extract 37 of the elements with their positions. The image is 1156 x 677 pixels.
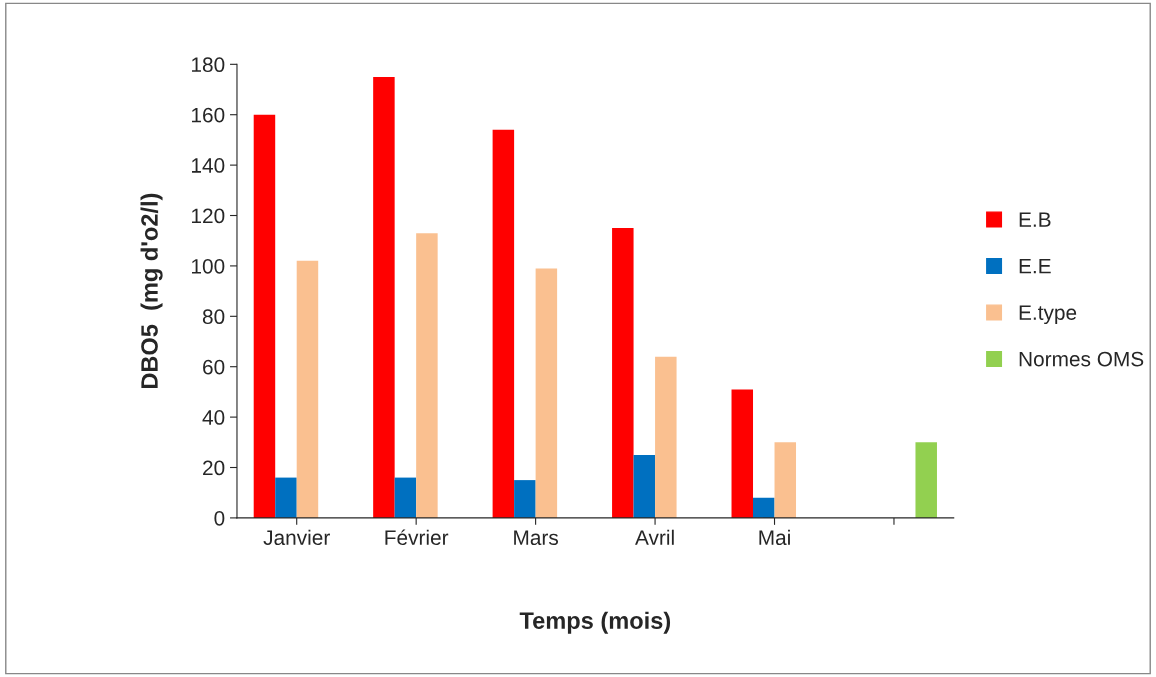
y-tick-label: 100 — [192, 258, 225, 274]
x-tick-label: Février — [385, 529, 449, 546]
bar — [655, 356, 677, 518]
legend-label: E.type — [1019, 305, 1077, 325]
y-axis-title: DBO5 (mg d'o2/l) — [140, 193, 163, 389]
x-axis-title: Temps (mois) — [519, 611, 671, 634]
bar — [753, 497, 775, 518]
x-tick-label: Janvier — [263, 529, 330, 546]
bar — [275, 477, 297, 518]
y-tick-label: 60 — [203, 359, 225, 375]
y-tick-label: 80 — [202, 309, 225, 325]
y-tick-label: 0 — [214, 510, 225, 526]
legend-label: Normes OMS — [1019, 351, 1144, 367]
y-tick-label: 120 — [192, 208, 225, 224]
y-tick-label: 180 — [192, 57, 225, 73]
x-tick-label: Avril — [635, 529, 674, 545]
bar — [535, 268, 558, 518]
y-tick-label: 20 — [203, 460, 225, 476]
x-tick-label: Mars — [514, 530, 559, 546]
y-tick-label: 140 — [192, 158, 225, 173]
bar — [253, 114, 276, 518]
bar — [774, 442, 797, 518]
x-tick-label: Mai — [759, 529, 790, 546]
bar — [492, 129, 515, 518]
y-tick-label: 160 — [192, 107, 225, 123]
bar — [416, 233, 438, 518]
bar — [612, 228, 634, 518]
bar — [373, 76, 395, 518]
bar — [633, 454, 656, 518]
legend-label: E.E — [1019, 258, 1051, 274]
bar — [915, 442, 937, 518]
y-tick-label: 40 — [202, 410, 225, 425]
bar — [514, 480, 536, 518]
bar — [731, 389, 754, 518]
bar — [296, 260, 319, 518]
legend-label: E.B — [1019, 212, 1051, 227]
bar — [394, 477, 417, 518]
